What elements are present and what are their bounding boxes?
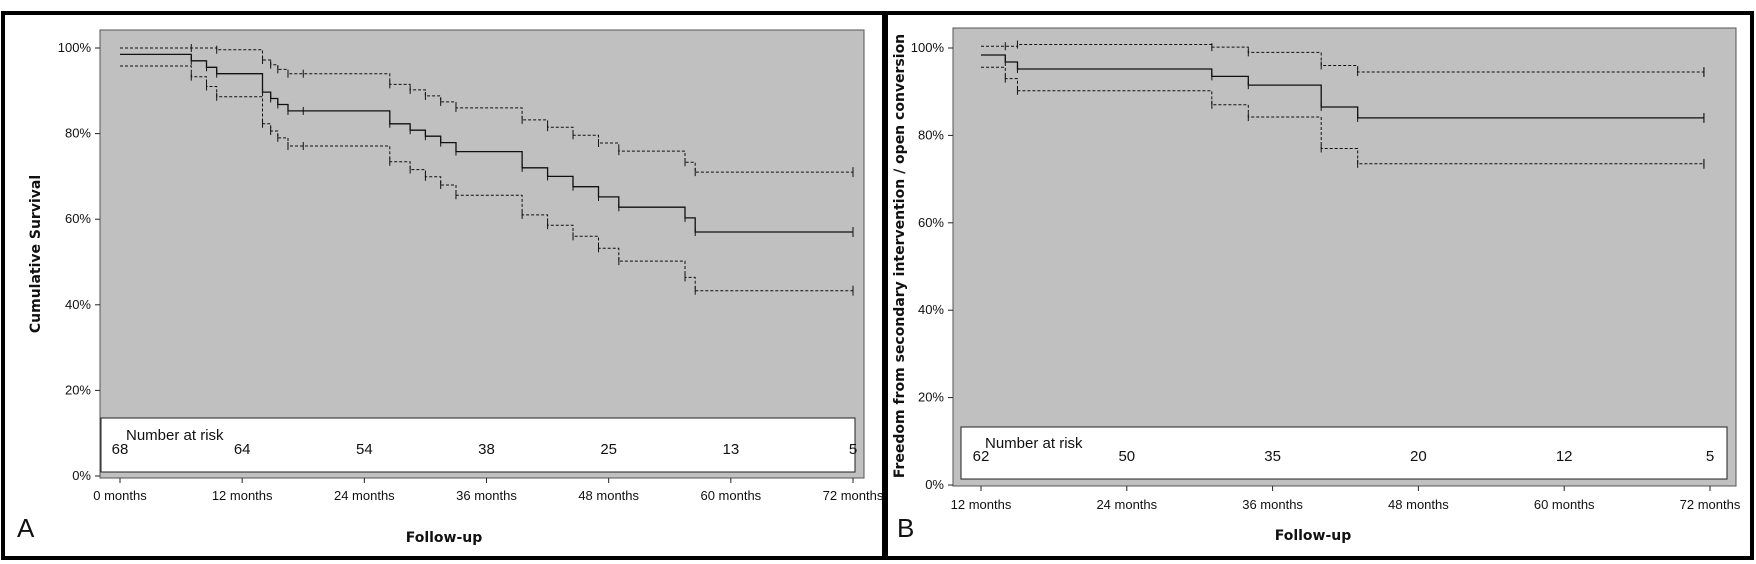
survival-curve-b-0 xyxy=(981,54,1704,119)
x-axis-title-b: Follow-up xyxy=(1275,528,1352,544)
x-tick-label: 24 months xyxy=(1096,497,1157,512)
x-tick-label: 36 months xyxy=(456,488,517,503)
risk-value: 62 xyxy=(973,448,990,465)
panel-b: 0% 20% 40% 60% 80% 100% 12 months 24 months 36 … xyxy=(892,27,1741,544)
y-tick-label: 60% xyxy=(918,215,944,230)
panel-a: 0% 20% 40% 60% 80% 100% 0 months 12 months 24 m… xyxy=(17,29,884,546)
x-tick-label: 12 months xyxy=(212,488,273,503)
risk-values-b: 62 50 35 20 12 5 xyxy=(973,448,1715,465)
x-tick-label: 60 months xyxy=(1534,497,1595,512)
y-tick-label: 20% xyxy=(918,390,944,405)
y-tick-label: 40% xyxy=(65,297,91,312)
risk-title-a: Number at risk xyxy=(126,427,224,444)
y-tick-label: 80% xyxy=(918,127,944,142)
risk-value: 13 xyxy=(722,441,739,458)
y-tick-label: 100% xyxy=(911,40,945,55)
x-tick-label: 48 months xyxy=(578,488,639,503)
risk-value: 20 xyxy=(1410,448,1427,465)
y-tick-label: 40% xyxy=(918,302,944,317)
confidence-bound-a-2 xyxy=(120,65,853,292)
panel-letter-a: A xyxy=(17,513,35,543)
series-group-b xyxy=(981,40,1705,169)
x-tick-label: 0 months xyxy=(93,488,147,503)
x-tick-label: 72 months xyxy=(823,488,884,503)
risk-value: 54 xyxy=(356,441,373,458)
risk-value: 64 xyxy=(234,441,251,458)
y-axis-b: 0% 20% 40% 60% 80% 100% xyxy=(911,40,953,492)
risk-value: 5 xyxy=(849,441,857,458)
x-tick-label: 60 months xyxy=(700,488,761,503)
risk-value: 68 xyxy=(112,441,129,458)
y-axis-title-b: Freedom from secondary intervention / op… xyxy=(892,34,908,478)
survival-curve-a-0 xyxy=(120,53,853,233)
x-tick-label: 24 months xyxy=(334,488,395,503)
confidence-bound-b-2 xyxy=(981,66,1704,165)
y-axis-a: 0% 20% 40% 60% 80% 100% xyxy=(58,40,100,483)
y-tick-label: 20% xyxy=(65,382,91,397)
risk-value: 50 xyxy=(1118,448,1135,465)
risk-table-a xyxy=(100,417,856,473)
confidence-bound-a-1 xyxy=(120,47,853,173)
y-tick-label: 0% xyxy=(72,468,91,483)
x-tick-label: 48 months xyxy=(1388,497,1449,512)
plot-area-b xyxy=(952,27,1737,487)
risk-title-b: Number at risk xyxy=(985,435,1083,452)
x-axis-a: 0 months 12 months 24 months 36 months 48 mo… xyxy=(93,478,884,503)
x-axis-title-a: Follow-up xyxy=(406,530,483,546)
risk-value: 12 xyxy=(1556,448,1573,465)
risk-value: 25 xyxy=(600,441,617,458)
series-group-a xyxy=(120,44,854,296)
risk-table-b xyxy=(960,426,1728,480)
panel-letter-b: B xyxy=(897,513,914,543)
y-axis-title-a: Cumulative Survival xyxy=(28,175,44,333)
x-tick-label: 72 months xyxy=(1680,497,1741,512)
x-tick-label: 12 months xyxy=(951,497,1012,512)
x-tick-label: 36 months xyxy=(1242,497,1303,512)
y-tick-label: 80% xyxy=(65,126,91,141)
risk-value: 35 xyxy=(1264,448,1281,465)
y-tick-label: 0% xyxy=(925,477,944,492)
risk-value: 5 xyxy=(1706,448,1714,465)
risk-value: 38 xyxy=(478,441,495,458)
risk-values-a: 68 64 54 38 25 13 5 xyxy=(112,441,858,458)
y-tick-label: 100% xyxy=(58,40,92,55)
y-tick-label: 60% xyxy=(65,211,91,226)
x-axis-b: 12 months 24 months 36 months 48 months 60 m… xyxy=(951,486,1741,512)
plot-area-a xyxy=(99,29,865,479)
